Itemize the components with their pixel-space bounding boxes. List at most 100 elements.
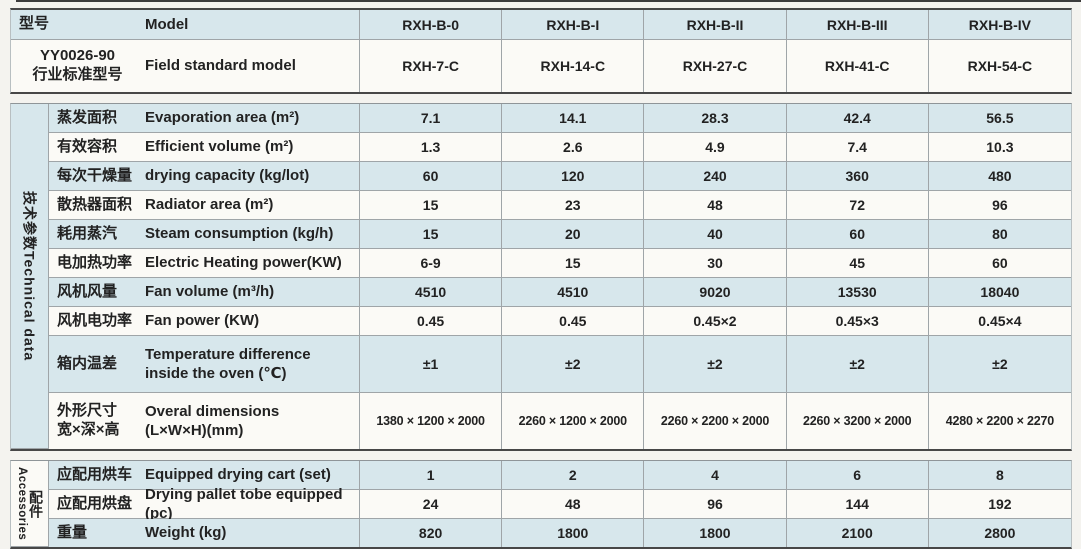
row-label-zh: 有效容积 — [49, 133, 144, 162]
value-cell: 4510 — [360, 278, 503, 307]
value-cell: 1800 — [644, 519, 787, 547]
technical-data-section: 技术参数Technical data 蒸发面积 Evaporation area … — [10, 103, 1072, 451]
value-cell: 80 — [928, 220, 1071, 249]
value-cell: 1380 × 1200 × 2000 — [360, 393, 503, 449]
value-cell: RXH-B-III — [786, 10, 929, 40]
value-cell: 30 — [644, 249, 787, 278]
value-cell: RXH-B-0 — [360, 10, 503, 40]
value-cell: RXH-B-IV — [928, 10, 1071, 40]
row-label-en: Equipped drying cart (set) — [144, 461, 360, 490]
row-label-zh: 重量 — [49, 519, 144, 547]
value-cell: 56.5 — [928, 104, 1071, 133]
row-label-en: drying capacity (kg/lot) — [144, 162, 360, 191]
value-cell: RXH-54-C — [928, 40, 1071, 92]
value-cell: 820 — [360, 519, 503, 547]
technical-side-label: 技术参数Technical data — [11, 104, 49, 449]
value-cell: 18040 — [928, 278, 1071, 307]
value-cell: 9020 — [644, 278, 787, 307]
value-cell: RXH-B-II — [644, 10, 787, 40]
value-cell: 60 — [786, 220, 929, 249]
row-label-en: Fan power (KW) — [144, 307, 360, 336]
value-cell: RXH-B-I — [502, 10, 645, 40]
row-label-en: Fan volume (m³/h) — [144, 278, 360, 307]
row-label-zh: 风机风量 — [49, 278, 144, 307]
value-cell: ±1 — [360, 336, 503, 393]
row-label-en: Steam consumption (kg/h) — [144, 220, 360, 249]
row-label-en: Electric Heating power(KW) — [144, 249, 360, 278]
value-cell: 45 — [786, 249, 929, 278]
row-label-en: Radiator area (m²) — [144, 191, 360, 220]
value-cell: 24 — [360, 490, 503, 519]
value-cell: 2.6 — [502, 133, 645, 162]
value-cell: 480 — [928, 162, 1071, 191]
value-cell: 42.4 — [786, 104, 929, 133]
value-cell: ±2 — [786, 336, 929, 393]
value-cell: 96 — [644, 490, 787, 519]
value-cell: 2260 × 2200 × 2000 — [644, 393, 787, 449]
value-cell: 23 — [502, 191, 645, 220]
value-cell: RXH-14-C — [502, 40, 645, 92]
value-cell: 2260 × 1200 × 2000 — [502, 393, 645, 449]
accessories-side-label: Accessories 配件 — [11, 461, 49, 547]
row-label-en: Drying pallet tobe equipped (pc) — [144, 486, 360, 522]
value-cell: 7.4 — [786, 133, 929, 162]
row-label-zh: 型号 — [11, 10, 144, 40]
row-label-en: Field standard model — [144, 40, 360, 92]
value-cell: 14.1 — [502, 104, 645, 133]
value-cell: 15 — [360, 191, 503, 220]
value-cell: 4280 × 2200 × 2270 — [928, 393, 1071, 449]
value-cell: 4510 — [502, 278, 645, 307]
value-cell: 40 — [644, 220, 787, 249]
value-cell: RXH-7-C — [360, 40, 503, 92]
value-cell: 0.45 — [502, 307, 645, 336]
row-label-zh: YY0026-90 行业标准型号 — [11, 40, 144, 92]
row-label-en: Weight (kg) — [144, 519, 360, 547]
value-cell: ±2 — [644, 336, 787, 393]
value-cell: 15 — [360, 220, 503, 249]
value-cell: 48 — [644, 191, 787, 220]
value-cell: 60 — [360, 162, 503, 191]
value-cell: 15 — [502, 249, 645, 278]
value-cell: 13530 — [786, 278, 929, 307]
row-label-zh: 外形尺寸 宽×深×高 — [49, 393, 144, 449]
value-cell: 28.3 — [644, 104, 787, 133]
value-cell: 4 — [644, 461, 787, 490]
value-cell: 1.3 — [360, 133, 503, 162]
row-label-zh: 蒸发面积 — [49, 104, 144, 133]
accessories-section: Accessories 配件 应配用烘车 Equipped drying cart… — [10, 460, 1072, 549]
value-cell: 6 — [786, 461, 929, 490]
value-cell: 120 — [502, 162, 645, 191]
header-section: 型号 Model RXH-B-0 RXH-B-I RXH-B-II RXH-B-III RX… — [10, 8, 1072, 94]
accessories-side-label-zh: 配件 — [28, 489, 44, 518]
value-cell: 360 — [786, 162, 929, 191]
value-cell: 96 — [928, 191, 1071, 220]
value-cell: 20 — [502, 220, 645, 249]
row-label-zh: 应配用烘车 — [49, 461, 144, 490]
row-label-en: Evaporation area (m²) — [144, 104, 360, 133]
row-label-zh: 耗用蒸汽 — [49, 220, 144, 249]
value-cell: 6-9 — [360, 249, 503, 278]
value-cell: 1 — [360, 461, 503, 490]
value-cell: 48 — [502, 490, 645, 519]
value-cell: 8 — [928, 461, 1071, 490]
technical-side-label-text: 技术参数Technical data — [21, 190, 38, 362]
value-cell: 4.9 — [644, 133, 787, 162]
value-cell: 144 — [786, 490, 929, 519]
row-label-zh: 风机电功率 — [49, 307, 144, 336]
value-cell: RXH-41-C — [786, 40, 929, 92]
value-cell: 0.45 — [360, 307, 503, 336]
value-cell: ±2 — [502, 336, 645, 393]
row-label-en: Temperature difference inside the oven (… — [144, 336, 360, 393]
row-label-en: Model — [144, 10, 360, 40]
value-cell: 2800 — [928, 519, 1071, 547]
accessories-side-label-en: Accessories — [16, 466, 28, 541]
row-label-zh: 每次干燥量 — [49, 162, 144, 191]
row-label-zh: 箱内温差 — [49, 336, 144, 393]
value-cell: RXH-27-C — [644, 40, 787, 92]
specification-table: 型号 Model RXH-B-0 RXH-B-I RXH-B-II RXH-B-III RX… — [10, 8, 1072, 549]
value-cell: 2100 — [786, 519, 929, 547]
value-cell: 0.45×4 — [928, 307, 1071, 336]
value-cell: 2260 × 3200 × 2000 — [786, 393, 929, 449]
row-label-zh: 散热器面积 — [49, 191, 144, 220]
